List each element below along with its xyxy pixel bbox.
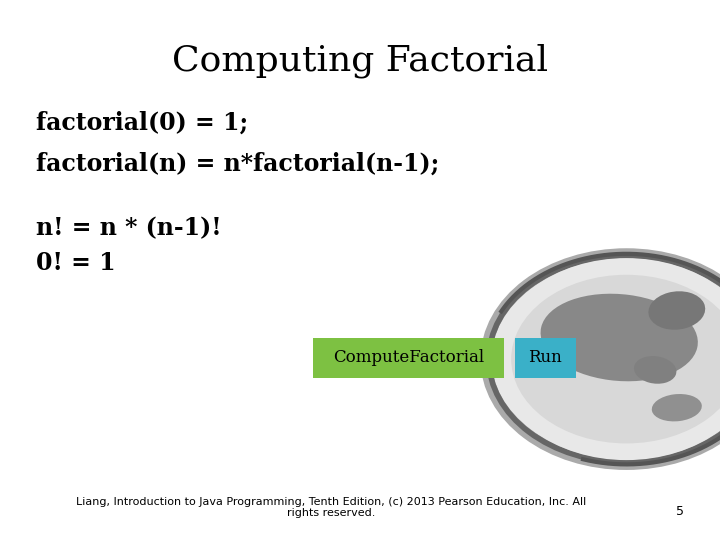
Text: 5: 5 — [676, 505, 684, 518]
FancyBboxPatch shape — [313, 338, 504, 378]
Text: Computing Factorial: Computing Factorial — [172, 43, 548, 78]
Circle shape — [486, 254, 720, 464]
Text: factorial(0) = 1;: factorial(0) = 1; — [36, 111, 248, 134]
FancyBboxPatch shape — [515, 338, 576, 378]
Text: ComputeFactorial: ComputeFactorial — [333, 349, 484, 366]
Text: Liang, Introduction to Java Programming, Tenth Edition, (c) 2013 Pearson Educati: Liang, Introduction to Java Programming,… — [76, 497, 586, 518]
Circle shape — [503, 266, 720, 452]
Text: factorial(n) = n*factorial(n-1);: factorial(n) = n*factorial(n-1); — [36, 151, 439, 175]
Ellipse shape — [652, 394, 702, 421]
Ellipse shape — [649, 291, 705, 330]
Text: n! = n * (n-1)!: n! = n * (n-1)! — [36, 216, 222, 240]
Text: Run: Run — [528, 349, 562, 366]
Ellipse shape — [541, 294, 698, 381]
Text: 0! = 1: 0! = 1 — [36, 251, 116, 275]
Ellipse shape — [634, 356, 676, 384]
